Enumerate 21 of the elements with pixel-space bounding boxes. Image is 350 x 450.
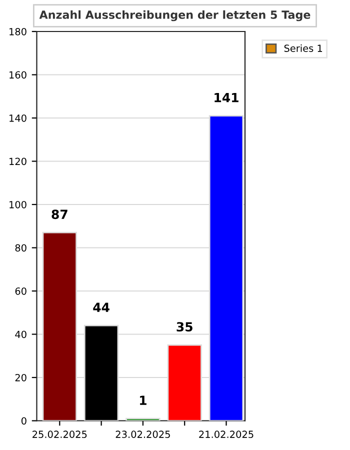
x-tick-label: 23.02.2025 [116, 430, 170, 438]
y-tick-label: 160 [10, 71, 26, 79]
text: Series 1 [284, 44, 322, 52]
data-label: 141 [214, 93, 238, 102]
y-tick-label: 0 [21, 417, 26, 425]
data-label: 87 [52, 210, 68, 220]
y-tick-label: 80 [15, 244, 26, 252]
x-tick-label: 25.02.2025 [32, 430, 87, 438]
y-tick-label: 180 [10, 28, 26, 36]
y-tick-label: 20 [15, 374, 26, 382]
y-tick-label: 40 [15, 330, 26, 338]
data-label: 44 [93, 302, 110, 312]
data-label: 35 [176, 322, 192, 332]
bar [126, 418, 160, 421]
y-tick-label: 140 [10, 114, 26, 122]
y-tick-label: 60 [15, 287, 26, 295]
data-label: 1 [140, 396, 146, 405]
y-tick-label: 100 [10, 200, 26, 208]
x-tick-label: 21.02.2025 [199, 430, 254, 438]
chart-title: Anzahl Ausschreibungen der letzten 5 Tage [39, 10, 310, 22]
y-tick-label: 120 [10, 158, 26, 166]
